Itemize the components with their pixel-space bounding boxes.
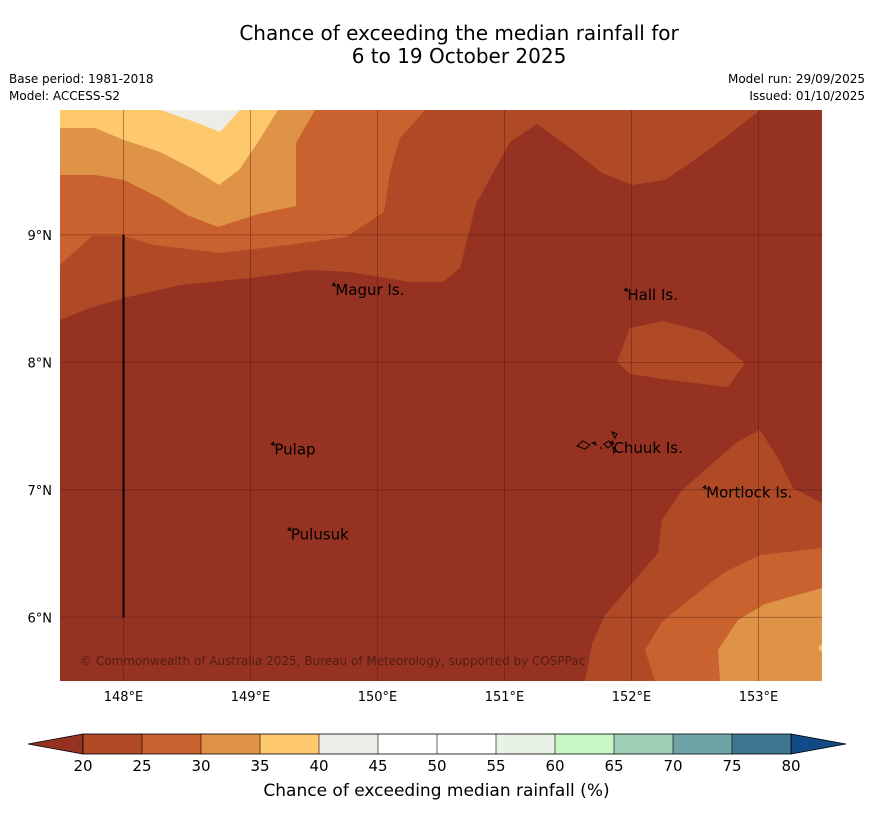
chart-title: Chance of exceeding the median rainfall … bbox=[0, 22, 873, 68]
colorbar-over-arrow bbox=[790, 733, 847, 755]
colorbar-tick-label: 25 bbox=[132, 757, 151, 775]
island-marker bbox=[609, 440, 615, 445]
lon-tick-label: 149°E bbox=[231, 690, 271, 705]
place-label: Magur Is. bbox=[335, 281, 404, 299]
model-name: Model: ACCESS-S2 bbox=[9, 89, 121, 103]
colorbar-swatch bbox=[378, 734, 437, 754]
colorbar-swatch bbox=[437, 734, 496, 754]
colorbar-tick-label: 70 bbox=[663, 757, 682, 775]
colorbar-swatch bbox=[555, 734, 614, 754]
colorbar-swatch bbox=[83, 734, 142, 754]
colorbar-swatch bbox=[732, 734, 791, 754]
colorbar-label: Chance of exceeding median rainfall (%) bbox=[263, 781, 610, 801]
lon-tick-label: 151°E bbox=[485, 690, 525, 705]
place-label: Pulap bbox=[274, 440, 315, 458]
meta-right: Model run: 29/09/2025 Issued: 01/10/2025 bbox=[728, 71, 865, 105]
place-label: Mortlock Is. bbox=[706, 484, 792, 502]
model-run: Model run: 29/09/2025 bbox=[727, 72, 865, 86]
title-line-1: Chance of exceeding the median rainfall … bbox=[239, 21, 679, 45]
meta-left: Base period: 1981-2018 Model: ACCESS-S2 bbox=[9, 71, 154, 105]
place-label: Hall Is. bbox=[627, 286, 678, 304]
place-labels: Magur Is. Hall Is. Pulap Chuuk Is. Mortlock … bbox=[270, 281, 792, 544]
colorbar-tick-label: 20 bbox=[73, 757, 92, 775]
colorbar-swatch bbox=[673, 734, 732, 754]
region-35-40-edge bbox=[818, 644, 822, 652]
colorbar-tick-label: 65 bbox=[604, 757, 623, 775]
issued-date: Issued: 01/10/2025 bbox=[749, 89, 865, 103]
colorbar-swatch bbox=[260, 734, 319, 754]
colorbar-tick-label: 50 bbox=[427, 757, 446, 775]
title-line-2: 6 to 19 October 2025 bbox=[351, 44, 567, 68]
colorbar-tick-label: 60 bbox=[545, 757, 564, 775]
copyright-text: © Commonwealth of Australia 2025, Bureau… bbox=[80, 654, 585, 668]
colorbar-swatch bbox=[496, 734, 555, 754]
colorbar-tick-label: 75 bbox=[722, 757, 741, 775]
colorbar-tick-label: 40 bbox=[309, 757, 328, 775]
chuuk-islands-shape bbox=[576, 431, 618, 455]
colorbar-swatch bbox=[319, 734, 378, 754]
place-label: Pulusuk bbox=[291, 526, 349, 544]
colorbar-swatch bbox=[614, 734, 673, 754]
region-30-35-south bbox=[718, 588, 822, 681]
colorbar-tick-label: 45 bbox=[368, 757, 387, 775]
base-period: Base period: 1981-2018 bbox=[9, 72, 154, 86]
colorbar-tick-label: 30 bbox=[191, 757, 210, 775]
colorbar-tick-label: 55 bbox=[486, 757, 505, 775]
island-marker bbox=[270, 441, 276, 447]
lat-tick-label: 9°N bbox=[28, 229, 53, 244]
island-marker bbox=[623, 287, 629, 292]
colorbar-tick-label: 80 bbox=[781, 757, 800, 775]
island-marker bbox=[702, 484, 707, 490]
region-35-40-north bbox=[60, 110, 278, 185]
lon-tick-label: 153°E bbox=[739, 690, 779, 705]
lat-tick-label: 8°N bbox=[28, 356, 53, 371]
place-label: Chuuk Is. bbox=[613, 439, 682, 457]
latitude-axis: 9°N 8°N 7°N 6°N bbox=[28, 229, 53, 626]
colorbar-swatch bbox=[201, 734, 260, 754]
island-marker bbox=[331, 282, 337, 287]
lat-tick-label: 6°N bbox=[28, 611, 53, 626]
map-area: Magur Is. Hall Is. Pulap Chuuk Is. Mortlock … bbox=[60, 110, 822, 681]
lat-tick-label: 7°N bbox=[28, 484, 53, 499]
colorbar-tick-label: 35 bbox=[250, 757, 269, 775]
region-40-45-north bbox=[160, 110, 240, 132]
lon-tick-label: 152°E bbox=[612, 690, 652, 705]
colorbar: 20 25 30 35 40 45 50 55 60 65 70 75 80 bbox=[27, 733, 847, 775]
lon-tick-label: 150°E bbox=[358, 690, 398, 705]
colorbar-swatch bbox=[142, 734, 201, 754]
region-20-25-hall bbox=[617, 321, 745, 387]
colorbar-under-arrow bbox=[27, 733, 84, 755]
lon-tick-label: 148°E bbox=[104, 690, 144, 705]
longitude-axis: 148°E 149°E 150°E 151°E 152°E 153°E bbox=[104, 690, 779, 705]
island-marker bbox=[286, 526, 292, 532]
